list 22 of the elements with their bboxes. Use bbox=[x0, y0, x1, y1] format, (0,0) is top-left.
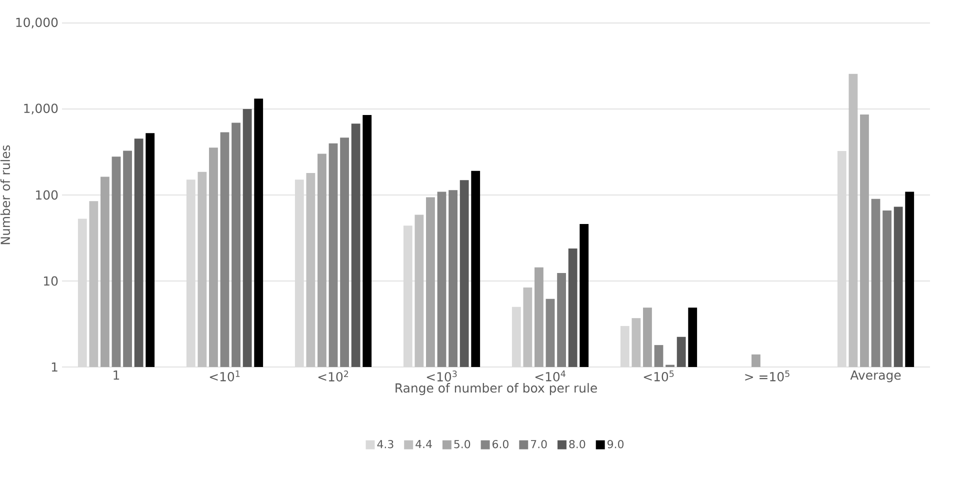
y-tick-label: 100 bbox=[36, 190, 58, 200]
x-tick-label: Average bbox=[850, 370, 901, 382]
x-tick-label: <10$^{2}$ bbox=[318, 370, 348, 382]
legend-label: 9.0 bbox=[608, 440, 624, 448]
y-tick-label: 1,000 bbox=[24, 104, 58, 114]
x-tick-label: <10$^{3}$ bbox=[426, 370, 457, 382]
y-tick-label: 10 bbox=[44, 276, 58, 286]
legend-label: 4.3 bbox=[377, 440, 394, 448]
x-tick-label: <10$^{1}$ bbox=[210, 370, 240, 382]
legend-label: 4.4 bbox=[416, 440, 432, 448]
x-tick-label: > =10$^{5}$ bbox=[745, 370, 790, 382]
y-tick-label: 10,000 bbox=[16, 18, 58, 28]
legend-label: 5.0 bbox=[454, 440, 470, 448]
legend-label: 7.0 bbox=[531, 440, 547, 448]
x-tick-label: <10$^{5}$ bbox=[644, 370, 674, 382]
y-axis-title: Number of rules bbox=[0, 145, 10, 244]
legend-label: 8.0 bbox=[569, 440, 586, 448]
legend-label: 6.0 bbox=[492, 440, 508, 448]
y-tick-label: 1 bbox=[52, 362, 58, 372]
x-tick-label: 1 bbox=[114, 370, 120, 380]
x-tick-label: <10$^{4}$ bbox=[535, 370, 566, 382]
x-axis-title: Range of number of box per rule bbox=[396, 383, 597, 396]
